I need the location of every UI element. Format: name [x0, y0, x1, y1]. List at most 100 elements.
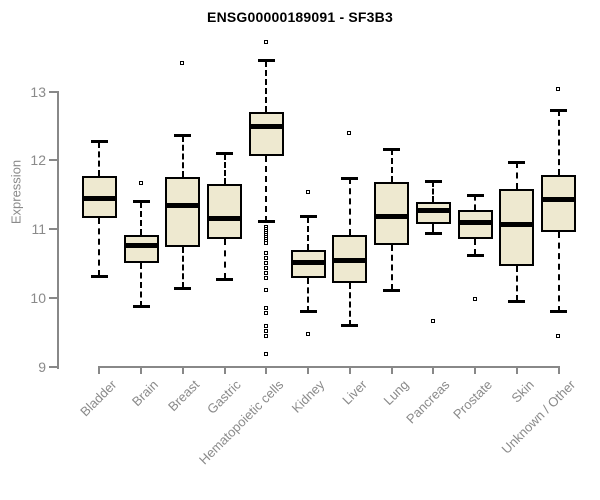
outlier-point	[263, 305, 268, 310]
median-line	[123, 243, 159, 249]
x-tick-label: Kidney	[288, 377, 328, 416]
outlier-point	[263, 256, 268, 261]
lower-whisker	[98, 218, 101, 277]
y-tick-label: 12	[30, 152, 46, 169]
y-tick	[49, 296, 57, 299]
lower-whisker	[390, 244, 393, 291]
median-line	[81, 195, 117, 201]
upper-whisker	[515, 162, 518, 190]
outlier-point	[263, 40, 268, 45]
outlier-point	[263, 250, 268, 255]
upper-whisker-cap	[466, 193, 484, 197]
box	[248, 111, 284, 157]
x-tick-label: Skin	[507, 377, 537, 406]
upper-whisker-cap	[132, 200, 150, 204]
lower-whisker-cap	[383, 288, 401, 292]
box	[541, 174, 577, 232]
lower-whisker	[265, 156, 268, 222]
y-tick-label: 13	[30, 83, 46, 100]
y-tick	[49, 228, 57, 231]
x-tick	[98, 368, 101, 374]
box	[499, 189, 535, 266]
lower-whisker-cap	[216, 277, 234, 281]
y-tick	[49, 365, 57, 368]
x-tick-label: Prostate	[449, 377, 495, 422]
lower-whisker-cap	[257, 220, 275, 224]
outlier-point	[263, 270, 268, 275]
outlier-point	[263, 328, 268, 333]
median-line	[332, 258, 368, 264]
upper-whisker	[223, 153, 226, 184]
outlier-point	[305, 332, 310, 337]
x-tick-label: Unknown / Other	[498, 377, 579, 457]
upper-whisker	[557, 110, 560, 175]
chart-title: ENSG00000189091 - SF3B3	[207, 9, 393, 25]
x-tick	[557, 368, 560, 374]
upper-whisker-cap	[550, 108, 568, 112]
box	[123, 234, 159, 264]
lower-whisker-cap	[174, 286, 192, 290]
lower-whisker	[515, 265, 518, 302]
upper-whisker-cap	[508, 160, 526, 164]
x-tick	[140, 368, 143, 374]
outlier-point	[347, 131, 352, 136]
x-tick-label: Pancreas	[403, 377, 453, 427]
lower-whisker	[348, 283, 351, 326]
x-tick	[265, 368, 268, 374]
outlier-point	[138, 181, 143, 186]
outlier-point	[263, 241, 268, 246]
lower-whisker	[557, 231, 560, 312]
outlier-point	[263, 276, 268, 281]
x-tick	[307, 368, 310, 374]
outlier-point	[472, 296, 477, 301]
median-line	[541, 197, 577, 203]
upper-whisker	[181, 135, 184, 177]
x-axis-line	[98, 366, 560, 368]
lower-whisker-cap	[508, 299, 526, 303]
outlier-point	[263, 265, 268, 270]
lower-whisker	[432, 223, 435, 234]
x-tick-label: Bladder	[76, 377, 119, 420]
lower-whisker-cap	[466, 253, 484, 257]
outlier-point	[263, 324, 268, 329]
outlier-point	[263, 351, 268, 356]
lower-whisker	[474, 239, 477, 256]
upper-whisker-cap	[90, 140, 108, 144]
upper-whisker-cap	[383, 147, 401, 151]
upper-whisker-cap	[299, 215, 317, 219]
upper-whisker-cap	[216, 152, 234, 156]
y-axis-line	[56, 90, 59, 369]
upper-whisker-cap	[341, 176, 359, 180]
median-line	[290, 259, 326, 265]
y-tick	[49, 159, 57, 162]
y-axis-label: Expression	[8, 159, 24, 225]
lower-whisker	[140, 263, 143, 307]
lower-whisker	[307, 277, 310, 312]
median-line	[207, 216, 243, 222]
outlier-point	[263, 311, 268, 316]
box	[207, 183, 243, 239]
lower-whisker-cap	[550, 310, 568, 314]
upper-whisker	[474, 195, 477, 210]
y-tick-label: 9	[38, 358, 46, 375]
x-tick	[223, 368, 226, 374]
lower-whisker	[181, 246, 184, 289]
x-tick	[390, 368, 393, 374]
median-line	[499, 221, 535, 227]
lower-whisker-cap	[424, 231, 442, 235]
upper-whisker	[390, 149, 393, 183]
lower-whisker-cap	[341, 324, 359, 328]
median-line	[374, 214, 410, 220]
outlier-point	[263, 260, 268, 265]
y-tick-label: 11	[31, 221, 46, 238]
x-tick-label: Brain	[128, 377, 161, 410]
outlier-point	[180, 61, 185, 66]
lower-whisker	[223, 238, 226, 280]
upper-whisker	[98, 141, 101, 177]
x-tick-label: Gastric	[204, 377, 245, 417]
upper-whisker-cap	[174, 134, 192, 138]
lower-whisker-cap	[299, 310, 317, 314]
outlier-point	[556, 334, 561, 339]
upper-whisker	[140, 201, 143, 235]
